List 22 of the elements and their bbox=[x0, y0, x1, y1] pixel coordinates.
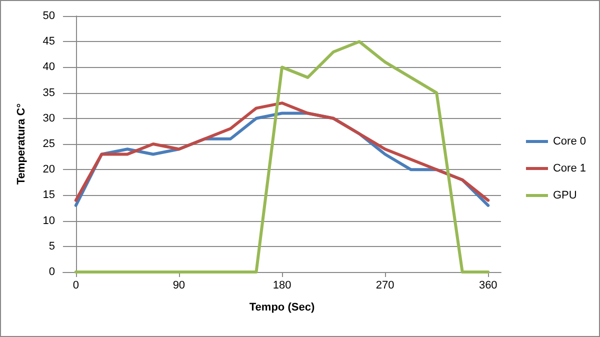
x-tick-label: 270 bbox=[376, 280, 394, 292]
y-tick-label: 50 bbox=[42, 10, 55, 22]
y-tick-label: 45 bbox=[42, 36, 55, 48]
x-tick-label: 360 bbox=[478, 280, 498, 292]
y-axis-title: Temperatura C° bbox=[16, 103, 28, 185]
legend-label: Core 0 bbox=[552, 136, 586, 148]
y-tick-label: 20 bbox=[42, 164, 55, 176]
y-tick-label: 15 bbox=[42, 189, 55, 202]
x-axis-title: Tempo (Sec) bbox=[249, 302, 315, 314]
y-tick-label: 40 bbox=[42, 61, 55, 74]
legend-label: Core 1 bbox=[552, 162, 586, 174]
legend-label: GPU bbox=[552, 190, 577, 202]
y-tick-label: 5 bbox=[48, 240, 55, 252]
x-tick-label: 90 bbox=[172, 280, 186, 292]
y-tick-label: 35 bbox=[42, 86, 55, 99]
y-tick-label: 10 bbox=[42, 214, 55, 227]
y-tick-label: 30 bbox=[42, 112, 55, 124]
line-series bbox=[74, 40, 490, 274]
x-tick-label: 0 bbox=[72, 280, 79, 292]
y-tick-label: 25 bbox=[42, 138, 55, 150]
y-tick-label: 0 bbox=[48, 266, 55, 278]
x-tick-label: 180 bbox=[272, 280, 292, 292]
